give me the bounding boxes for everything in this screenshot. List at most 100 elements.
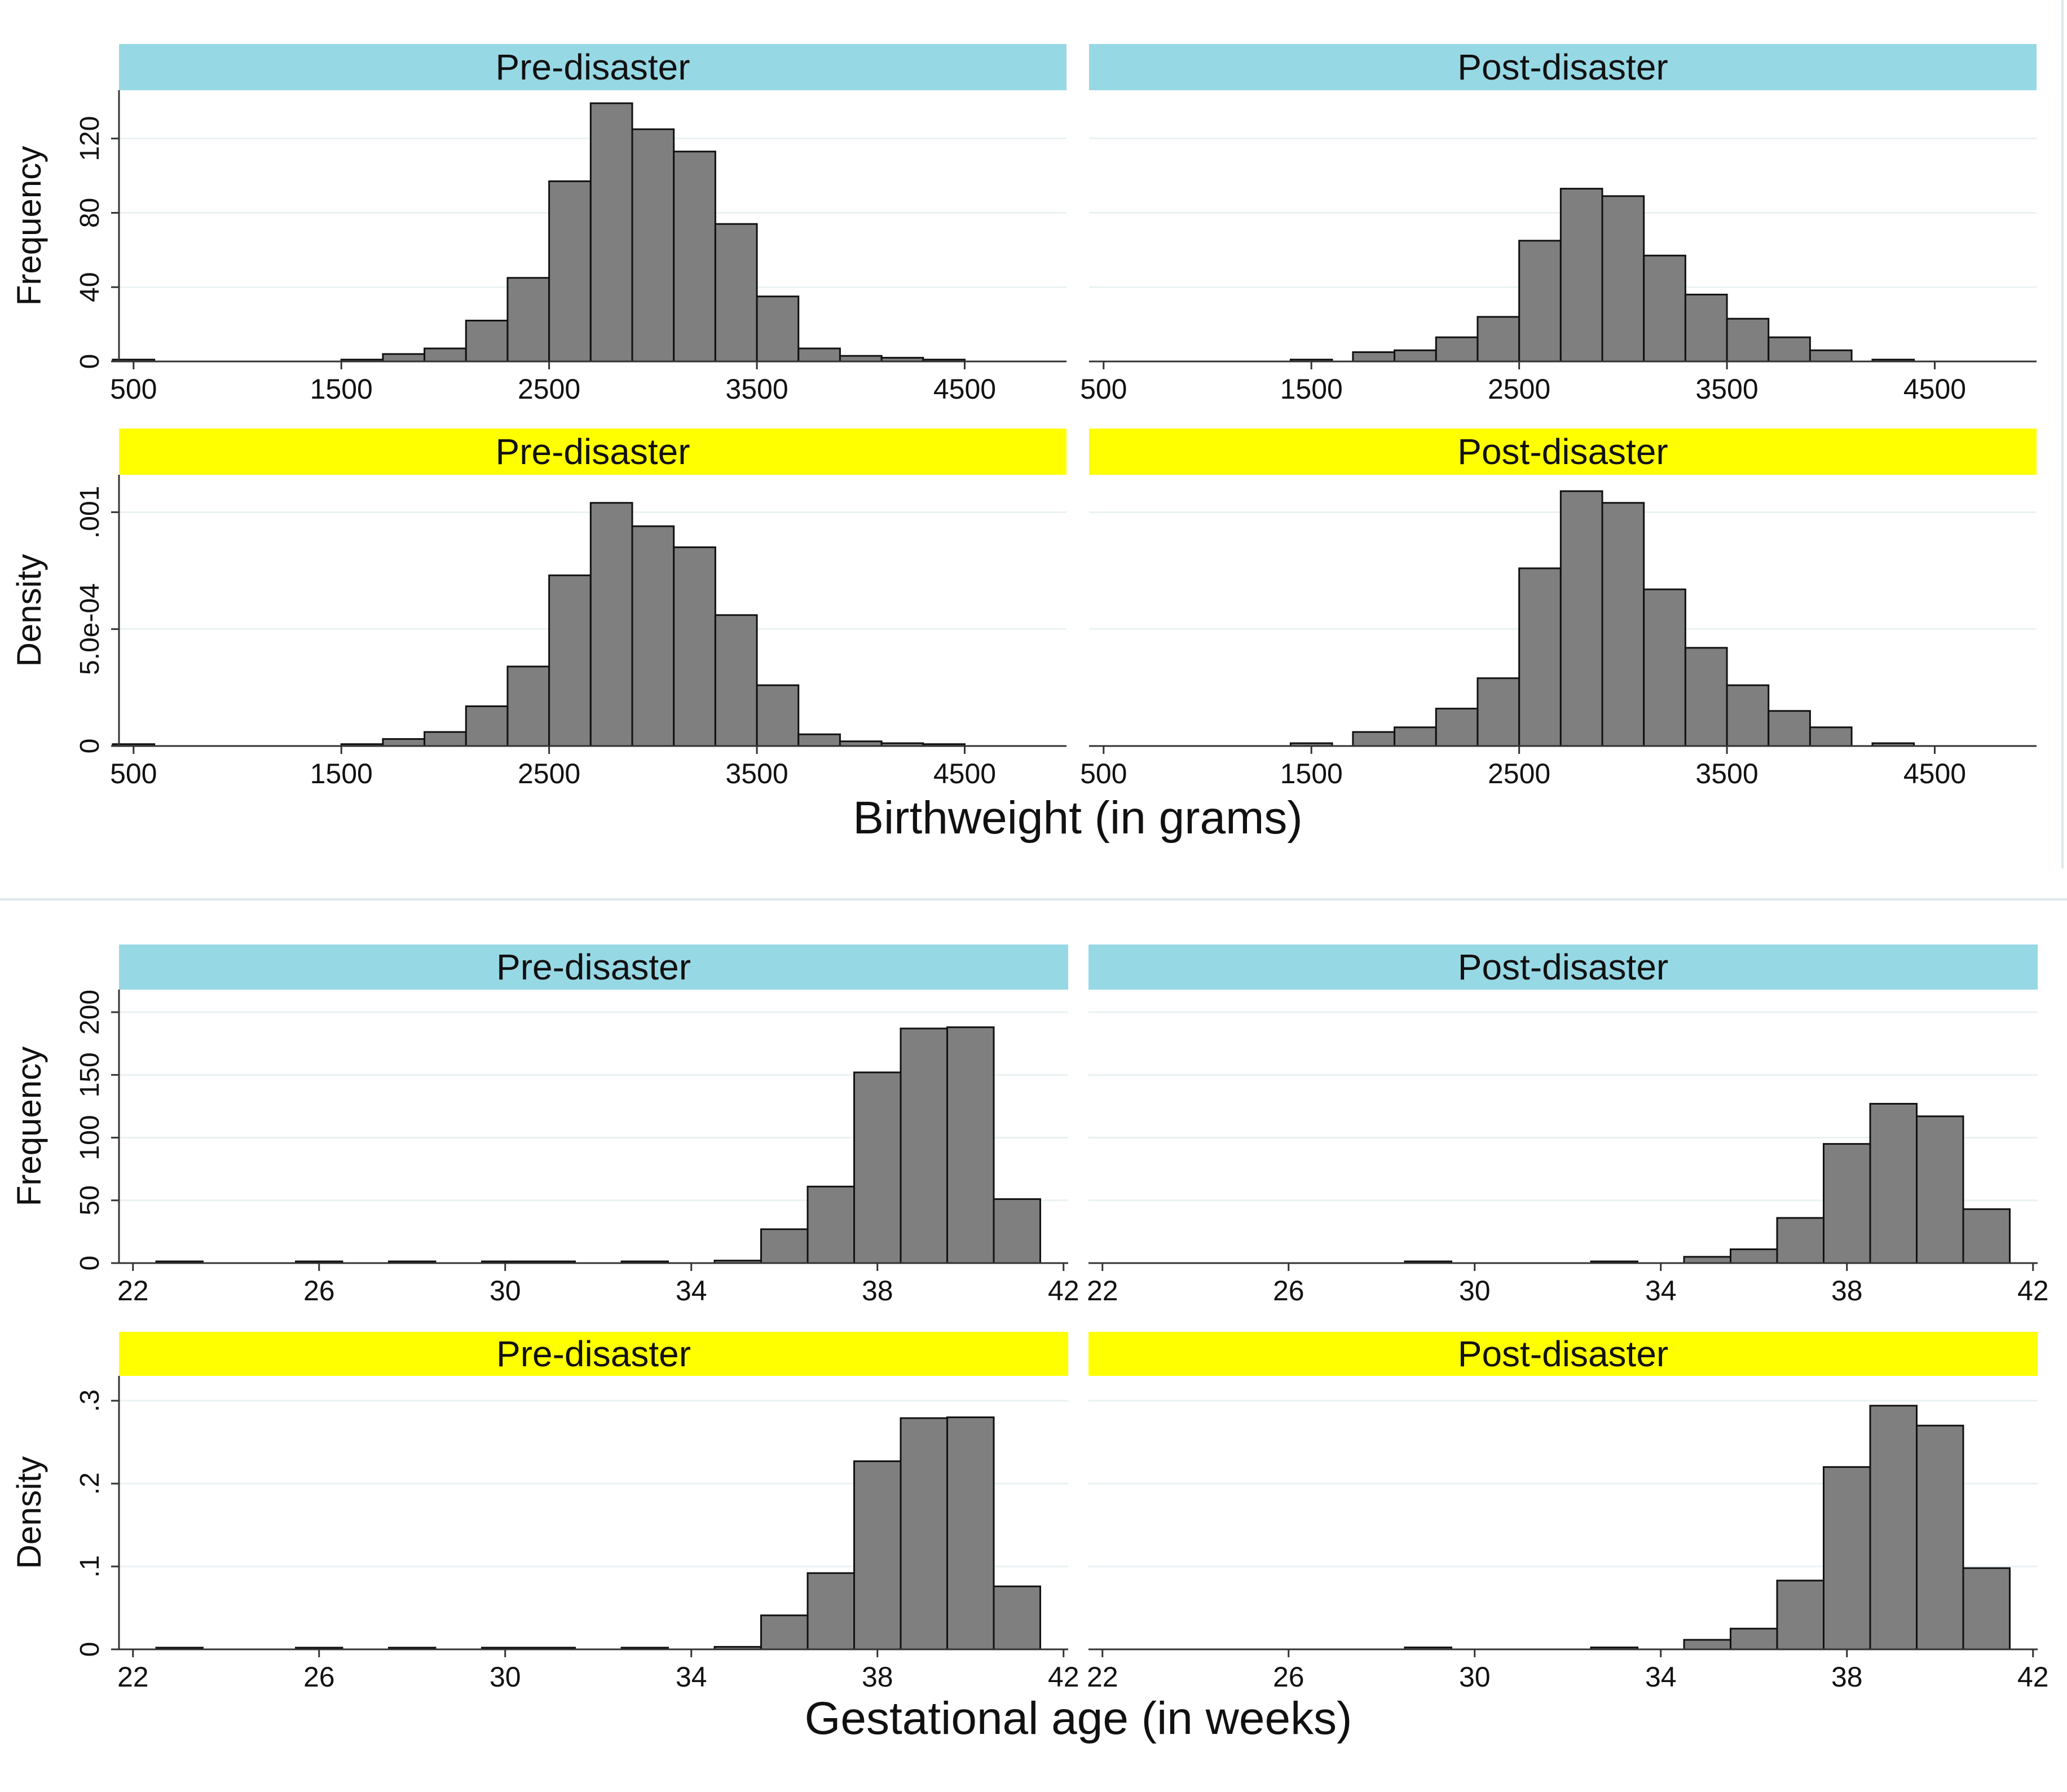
panel-title: Pre-disaster	[496, 47, 690, 87]
figure-0: Pre-disaster 500 1500 2500 3500 4500 0 40 80 120 F…	[10, 44, 2037, 844]
y-tick-label: 50	[75, 1185, 105, 1215]
x-tick-label: 3500	[725, 758, 788, 789]
histogram-bar	[797, 733, 841, 747]
histogram-bar	[1394, 349, 1437, 363]
histogram-bar	[1962, 1208, 2011, 1264]
x-tick-label: 1500	[1280, 373, 1343, 405]
y-tick-label: 80	[75, 198, 105, 228]
x-tick-label: 34	[676, 1275, 707, 1307]
histogram-bar	[853, 1071, 902, 1264]
histogram-bar	[853, 1460, 902, 1650]
panel-header	[1088, 1332, 2038, 1376]
histogram-bar	[1869, 1405, 1918, 1650]
x-tick-label: 38	[862, 1661, 893, 1693]
panel-header	[119, 1332, 1068, 1376]
histogram-bar	[1823, 1143, 1871, 1264]
histogram-bar	[1352, 351, 1396, 363]
panel-ga-freq-pre: Pre-disaster 22 26 30 34 38 42 0 50 100 150 200 Freq…	[10, 944, 1079, 1307]
histogram-bar	[760, 1614, 809, 1650]
x-tick-label: 1500	[310, 758, 373, 789]
histogram-bar	[756, 295, 800, 363]
x-tick-label: 30	[490, 1661, 521, 1693]
histogram-bar	[1809, 349, 1853, 363]
histogram-bar	[900, 1417, 948, 1650]
histogram-bar	[506, 665, 550, 747]
x-tick-label: 3500	[1695, 373, 1758, 405]
panel-title: Post-disaster	[1458, 947, 1668, 987]
y-tick-label: 40	[75, 272, 105, 302]
y-tick-label: .3	[75, 1389, 105, 1412]
histogram-bar	[382, 738, 426, 747]
panel-header	[1089, 44, 2037, 90]
x-tick-label: 26	[303, 1661, 335, 1693]
x-tick-label: 38	[862, 1275, 893, 1307]
y-tick-label: 0	[75, 354, 105, 369]
histogram-bar	[424, 347, 467, 363]
histogram-bar	[1730, 1248, 1778, 1264]
histogram-bar	[806, 1572, 855, 1650]
histogram-bar	[1559, 188, 1603, 363]
histogram-bar	[1809, 726, 1853, 747]
histogram-bar	[1643, 254, 1686, 363]
x-tick-label: 42	[2017, 1275, 2049, 1307]
x-tick-label: 38	[1831, 1661, 1863, 1693]
x-tick-label: 34	[1645, 1661, 1677, 1693]
histogram-bar	[1768, 710, 1811, 747]
histogram-bar	[465, 705, 509, 747]
histogram-bar	[1726, 317, 1770, 363]
y-tick-label: 0	[75, 739, 105, 754]
x-tick-label: 42	[1048, 1661, 1079, 1693]
histogram-bar	[1435, 708, 1479, 747]
histogram-bar	[424, 731, 467, 747]
histogram-bar	[673, 151, 716, 363]
histogram-bar	[1962, 1567, 2011, 1650]
x-tick-label: 2500	[518, 758, 580, 789]
histogram-bar	[900, 1027, 948, 1264]
histogram-bar	[1776, 1217, 1824, 1264]
panel-header	[119, 44, 1066, 90]
x-tick-label: 22	[1087, 1275, 1118, 1307]
y-tick-label: 5.0e-04	[75, 583, 105, 675]
histogram-bar	[1776, 1579, 1824, 1650]
histogram-bar	[631, 525, 675, 747]
y-tick-label: 0	[75, 1642, 105, 1657]
histogram-bar	[1559, 490, 1603, 747]
histogram-bar	[548, 574, 592, 747]
histogram-bar	[797, 347, 841, 363]
histogram-bar	[465, 320, 509, 363]
panel-bw-freq-post: Post-disaster 500 1500 2500 3500 4500	[1080, 44, 2037, 405]
x-tick-label: 4500	[933, 758, 996, 789]
x-tick-label: 4500	[1903, 373, 1966, 405]
y-tick-label: .1	[75, 1555, 105, 1578]
x-tick-label: 30	[1459, 1661, 1491, 1693]
panel-bw-dens-pre: Pre-disaster 500 1500 2500 3500 4500 0 5.0e-04.…	[10, 429, 1066, 789]
figure-1: Pre-disaster 22 26 30 34 38 42 0 50 100 150 200 Freq…	[10, 944, 2049, 1744]
histogram-bar	[1916, 1115, 1964, 1264]
x-tick-label: 42	[2017, 1661, 2049, 1693]
histogram-bar	[993, 1198, 1041, 1264]
x-tick-label: 26	[1273, 1275, 1304, 1307]
panel-header	[1089, 429, 2037, 475]
x-tick-label: 22	[1087, 1661, 1118, 1693]
panel-title: Post-disaster	[1458, 1334, 1668, 1374]
histogram-bar	[1684, 293, 1728, 363]
x-tick-label: 26	[1273, 1661, 1304, 1693]
y-axis-label: Frequency	[10, 1047, 48, 1206]
panel-bw-dens-post: Post-disaster 500 1500 2500 3500 4500	[1080, 429, 2037, 789]
panel-title: Pre-disaster	[496, 1334, 691, 1374]
histogram-bar	[1477, 677, 1520, 747]
histogram-bar	[548, 180, 592, 363]
panel-title: Pre-disaster	[496, 431, 690, 472]
y-tick-label: 150	[75, 1052, 105, 1097]
x-tick-label: 26	[303, 1275, 335, 1307]
panel-ga-dens-pre: Pre-disaster 22 26 30 34 38 42 0 .1 .2 .3 Density	[10, 1332, 1079, 1693]
y-tick-label: .001	[75, 486, 105, 539]
histogram-bar	[993, 1585, 1041, 1650]
histogram-bar	[1683, 1639, 1731, 1650]
histogram-bar	[1684, 647, 1728, 747]
x-tick-label: 1500	[1280, 758, 1343, 789]
histogram-bar	[1394, 726, 1437, 747]
histogram-bar	[1730, 1627, 1778, 1650]
panel-bw-freq-pre: Pre-disaster 500 1500 2500 3500 4500 0 40 80 120 F…	[10, 44, 1066, 405]
